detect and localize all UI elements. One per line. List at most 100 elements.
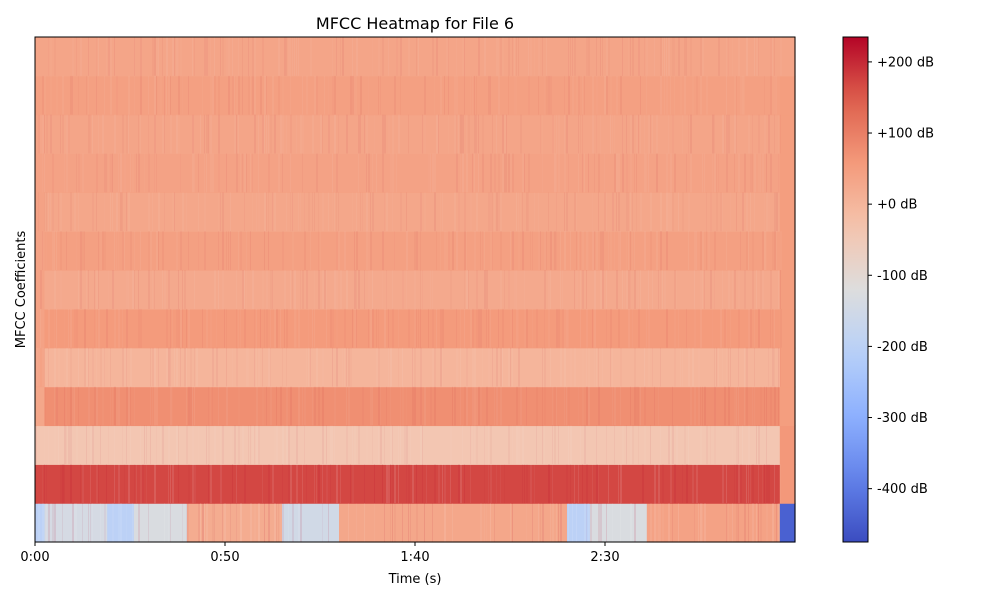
texture-streak <box>276 308 278 348</box>
texture-streak <box>730 309 731 348</box>
texture-streak <box>450 270 452 309</box>
x-tick-label: 0:50 <box>210 550 239 565</box>
texture-streak <box>42 347 44 387</box>
texture-streak <box>428 154 430 193</box>
texture-streak <box>734 270 736 309</box>
texture-streak <box>390 387 391 426</box>
texture-streak <box>356 76 357 115</box>
texture-streak <box>180 308 182 348</box>
texture-streak <box>754 387 755 426</box>
texture-streak <box>162 231 164 271</box>
texture-streak <box>192 37 193 76</box>
texture-streak <box>226 386 228 426</box>
texture-streak <box>752 503 754 542</box>
heatmap-cell-c7-s1 <box>44 231 781 271</box>
texture-streak <box>698 348 700 387</box>
texture-streak <box>542 503 544 542</box>
texture-streak <box>286 348 287 387</box>
texture-streak <box>518 309 519 348</box>
texture-streak <box>346 425 348 464</box>
texture-streak <box>420 308 421 348</box>
texture-streak <box>312 114 314 154</box>
texture-streak <box>154 464 156 504</box>
texture-streak <box>712 309 713 348</box>
texture-streak <box>170 115 172 154</box>
texture-streak <box>106 464 107 504</box>
texture-streak <box>504 115 506 154</box>
texture-streak <box>62 115 64 154</box>
texture-streak <box>286 386 288 426</box>
texture-streak <box>408 309 410 348</box>
texture-streak <box>470 425 471 465</box>
texture-streak <box>78 387 79 426</box>
texture-streak <box>46 192 47 231</box>
texture-streak <box>566 308 568 348</box>
texture-streak <box>620 231 621 271</box>
texture-streak <box>116 192 118 232</box>
x-tick-label: 2:30 <box>590 550 619 565</box>
texture-streak <box>582 75 583 115</box>
texture-streak <box>584 425 586 465</box>
texture-streak <box>454 386 456 426</box>
texture-streak <box>88 37 89 76</box>
texture-streak <box>40 115 42 154</box>
texture-streak <box>758 308 760 348</box>
texture-streak <box>734 153 735 193</box>
texture-streak <box>568 309 569 348</box>
texture-streak <box>318 464 320 504</box>
texture-streak <box>52 503 54 542</box>
heatmap-cell-c10-s0 <box>35 114 46 155</box>
texture-streak <box>736 464 738 504</box>
texture-streak <box>382 270 383 309</box>
texture-streak <box>130 153 131 193</box>
texture-streak <box>90 503 91 542</box>
texture-streak <box>266 192 267 231</box>
texture-streak <box>114 386 116 426</box>
texture-streak <box>748 231 749 271</box>
texture-streak <box>82 231 84 270</box>
texture-streak <box>292 231 294 270</box>
texture-streak <box>474 231 476 270</box>
texture-streak <box>622 37 623 76</box>
texture-streak <box>476 270 478 309</box>
texture-streak <box>542 425 543 465</box>
texture-streak <box>728 270 730 309</box>
texture-streak <box>694 231 696 271</box>
texture-streak <box>566 192 568 232</box>
texture-streak <box>652 270 653 309</box>
texture-streak <box>102 231 104 271</box>
texture-streak <box>610 347 611 387</box>
texture-streak <box>298 192 299 231</box>
texture-streak <box>582 115 583 154</box>
texture-streak <box>296 37 297 76</box>
texture-streak <box>412 464 414 504</box>
texture-streak <box>390 425 392 465</box>
texture-streak <box>290 270 291 309</box>
texture-streak <box>510 503 511 542</box>
texture-streak <box>744 76 745 115</box>
texture-streak <box>482 115 484 154</box>
texture-streak <box>680 76 682 115</box>
texture-streak <box>238 309 239 348</box>
texture-streak <box>284 308 285 348</box>
texture-streak <box>726 309 727 348</box>
texture-streak <box>716 154 717 193</box>
texture-streak <box>192 153 194 193</box>
texture-streak <box>766 503 768 542</box>
texture-streak <box>446 231 448 270</box>
texture-streak <box>684 75 686 115</box>
texture-streak <box>544 309 545 348</box>
texture-streak <box>188 75 189 115</box>
texture-streak <box>542 387 543 426</box>
texture-streak <box>148 192 150 231</box>
texture-streak <box>630 386 631 426</box>
texture-streak <box>178 464 179 504</box>
texture-streak <box>208 114 209 154</box>
texture-streak <box>598 503 600 542</box>
heatmap-cell-c0-s1 <box>44 503 108 543</box>
texture-streak <box>238 114 239 154</box>
texture-streak <box>670 153 672 193</box>
texture-streak <box>748 114 750 154</box>
texture-streak <box>472 425 473 464</box>
texture-streak <box>564 114 565 154</box>
